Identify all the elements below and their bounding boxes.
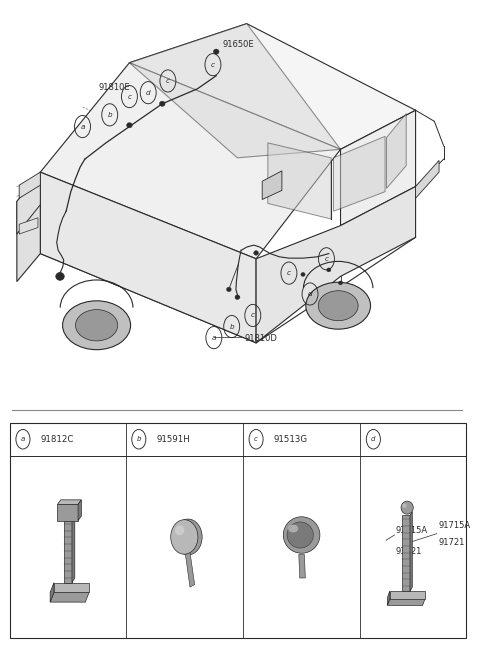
Ellipse shape (171, 520, 198, 555)
Text: c: c (324, 256, 328, 261)
Text: c: c (254, 436, 258, 442)
Polygon shape (17, 172, 40, 234)
Polygon shape (50, 593, 89, 602)
Polygon shape (410, 512, 412, 591)
Text: a: a (212, 334, 216, 340)
Text: a: a (80, 124, 85, 129)
Text: b: b (137, 436, 141, 442)
Polygon shape (130, 24, 340, 158)
Text: c: c (251, 313, 255, 319)
Text: 91810E: 91810E (99, 83, 131, 92)
Text: 91650D: 91650D (316, 296, 349, 305)
Text: 91715A: 91715A (438, 522, 470, 530)
Text: c: c (287, 270, 291, 276)
Text: a: a (21, 436, 25, 442)
Polygon shape (262, 171, 282, 200)
Ellipse shape (338, 281, 343, 285)
Polygon shape (386, 114, 406, 189)
Polygon shape (402, 516, 410, 591)
Ellipse shape (402, 503, 407, 508)
Ellipse shape (306, 283, 371, 329)
Text: d: d (371, 436, 376, 442)
Polygon shape (40, 62, 340, 259)
Polygon shape (19, 172, 40, 198)
Text: 91810D: 91810D (245, 334, 278, 344)
Ellipse shape (62, 301, 131, 350)
Ellipse shape (301, 273, 305, 277)
Polygon shape (299, 555, 305, 578)
Polygon shape (130, 24, 416, 149)
Ellipse shape (56, 273, 64, 281)
Polygon shape (256, 187, 416, 343)
Ellipse shape (75, 309, 118, 341)
Polygon shape (390, 591, 425, 599)
Ellipse shape (318, 290, 358, 321)
Text: c: c (211, 62, 215, 68)
Ellipse shape (127, 123, 132, 128)
Ellipse shape (227, 287, 231, 292)
Polygon shape (185, 552, 195, 587)
Ellipse shape (327, 268, 331, 272)
Text: 91812C: 91812C (41, 435, 74, 443)
Text: 91513G: 91513G (274, 435, 308, 443)
Polygon shape (387, 599, 425, 605)
Text: b: b (229, 323, 234, 330)
Polygon shape (387, 591, 390, 605)
Polygon shape (50, 583, 54, 602)
Polygon shape (334, 136, 385, 212)
Polygon shape (78, 500, 81, 521)
Text: 91721: 91721 (438, 538, 465, 547)
Text: 91591H: 91591H (156, 435, 191, 443)
Polygon shape (340, 110, 416, 225)
Ellipse shape (235, 295, 240, 300)
Polygon shape (416, 160, 439, 198)
Ellipse shape (174, 519, 202, 555)
Polygon shape (40, 172, 256, 343)
Polygon shape (63, 521, 72, 583)
Polygon shape (58, 500, 81, 505)
Ellipse shape (288, 524, 298, 532)
Ellipse shape (254, 251, 258, 255)
Text: d: d (146, 89, 151, 96)
Polygon shape (268, 143, 331, 219)
Text: c: c (166, 78, 170, 84)
Text: 91715A: 91715A (396, 526, 428, 535)
Polygon shape (17, 172, 40, 282)
Text: 91650E: 91650E (222, 40, 254, 49)
Ellipse shape (283, 517, 320, 553)
Text: d: d (308, 291, 312, 297)
Ellipse shape (159, 101, 165, 106)
Text: b: b (108, 112, 112, 118)
Ellipse shape (214, 49, 219, 55)
Text: c: c (127, 93, 132, 100)
Ellipse shape (401, 501, 413, 514)
Ellipse shape (175, 526, 184, 535)
Text: 91721: 91721 (396, 547, 422, 556)
Polygon shape (54, 583, 89, 593)
Polygon shape (19, 217, 38, 234)
Polygon shape (58, 505, 78, 521)
Polygon shape (72, 516, 75, 583)
Ellipse shape (287, 522, 313, 548)
